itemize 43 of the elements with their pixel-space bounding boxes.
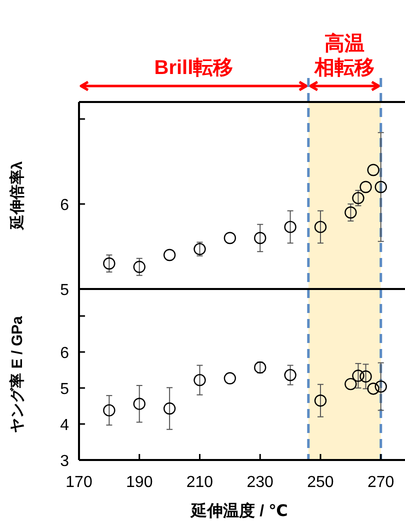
y-axis-title: 延伸倍率λ — [8, 160, 26, 231]
point — [352, 370, 364, 382]
y-axis-title: ヤング率 E / GPa — [8, 316, 26, 433]
point — [352, 192, 364, 204]
point — [224, 372, 236, 384]
x-tick-label: 170 — [66, 474, 92, 491]
point — [133, 260, 146, 273]
point — [360, 180, 372, 194]
point — [224, 232, 236, 244]
x-axis-title: 延伸温度 / ℃ — [190, 501, 288, 520]
y-tick-label: 6 — [60, 345, 70, 362]
point — [314, 394, 327, 407]
y-tick-label: 5 — [60, 282, 70, 299]
point — [367, 164, 380, 176]
point — [194, 374, 206, 386]
text: Brill転移 — [154, 57, 234, 79]
text: 高温相転移 — [314, 32, 375, 79]
point — [103, 257, 116, 270]
x-tick-label: 250 — [307, 474, 334, 491]
y-tick-label: 4 — [60, 417, 70, 434]
point — [367, 382, 380, 395]
point — [133, 398, 146, 410]
point — [254, 232, 266, 244]
point — [344, 378, 357, 390]
point — [284, 220, 296, 234]
point — [344, 206, 357, 219]
x-tick-label: 210 — [186, 474, 214, 491]
point — [374, 380, 387, 393]
point — [103, 404, 116, 416]
point — [163, 402, 176, 415]
point — [163, 248, 176, 262]
point — [314, 220, 327, 234]
x-tick-label: 230 — [246, 474, 274, 491]
y-tick-label: 5 — [60, 381, 70, 398]
point — [194, 242, 206, 256]
x-tick-label: 270 — [368, 474, 394, 491]
point — [360, 370, 372, 383]
x-tick-label: 190 — [126, 474, 153, 491]
point — [284, 368, 296, 382]
point — [374, 180, 387, 194]
y-tick-label: 3 — [60, 453, 70, 470]
y-tick-label: 6 — [60, 197, 70, 214]
point — [254, 361, 266, 374]
